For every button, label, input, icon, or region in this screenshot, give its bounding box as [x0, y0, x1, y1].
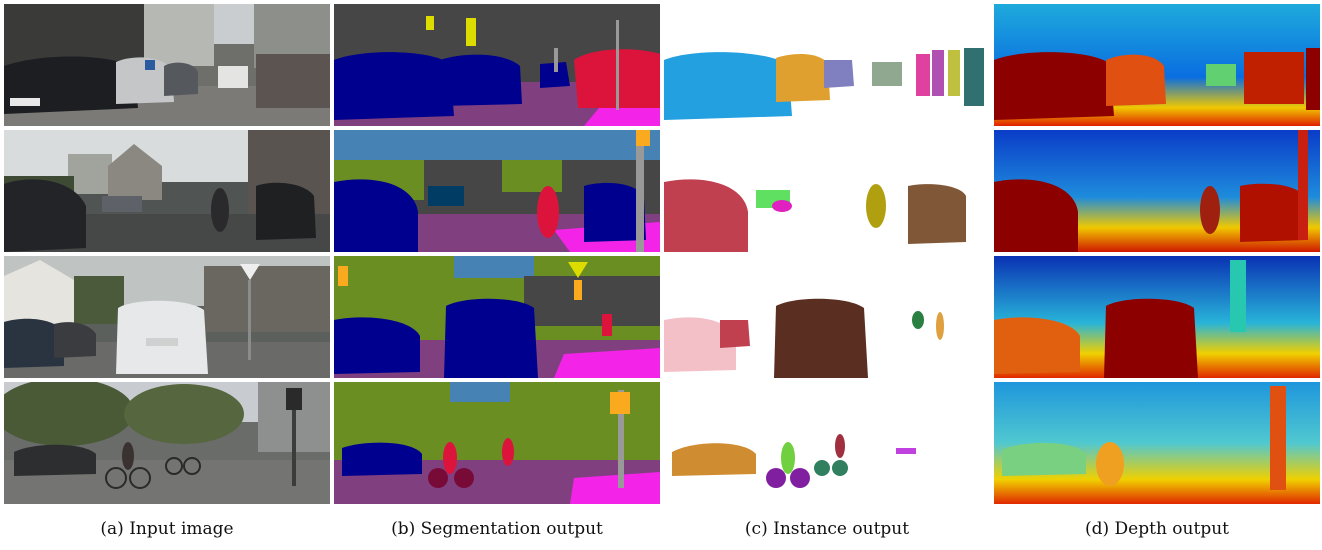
segmentation-column: [334, 0, 660, 510]
instance-map-3: [664, 256, 990, 378]
depth-row-4: [994, 382, 1320, 504]
depth-row-1: [994, 4, 1320, 126]
instance-row-4: [664, 382, 990, 504]
segmentation-map-2: [334, 130, 660, 252]
segmentation-row-4: [334, 382, 660, 504]
depth-map-1: [994, 4, 1320, 126]
segmentation-row-2: [334, 130, 660, 252]
input-image-row-4: [4, 382, 330, 504]
instance-row-3: [664, 256, 990, 378]
caption-segmentation-output: (b) Segmentation output: [391, 519, 603, 539]
street-photo-1: [4, 4, 330, 126]
instance-row-1: [664, 4, 990, 126]
depth-map-3: [994, 256, 1320, 378]
caption-input-image: (a) Input image: [100, 519, 234, 539]
depth-map-4: [994, 382, 1320, 504]
segmentation-map-3: [334, 256, 660, 378]
segmentation-map-4: [334, 382, 660, 504]
street-photo-4: [4, 382, 330, 504]
segmentation-row-1: [334, 4, 660, 126]
input-image-row-1: [4, 4, 330, 126]
depth-row-2: [994, 130, 1320, 252]
segmentation-map-1: [334, 4, 660, 126]
input-image-column: [4, 0, 330, 510]
input-image-row-3: [4, 256, 330, 378]
street-photo-3: [4, 256, 330, 378]
instance-map-4: [664, 382, 990, 504]
input-image-row-2: [4, 130, 330, 252]
instance-map-1: [664, 4, 990, 126]
caption-instance-output: (c) Instance output: [744, 519, 910, 539]
instance-column: [664, 0, 990, 510]
depth-column: [994, 0, 1320, 510]
instance-map-2: [664, 130, 990, 252]
instance-row-2: [664, 130, 990, 252]
caption-depth-output: (d) Depth output: [1085, 519, 1229, 539]
depth-row-3: [994, 256, 1320, 378]
segmentation-row-3: [334, 256, 660, 378]
depth-map-2: [994, 130, 1320, 252]
street-photo-2: [4, 130, 330, 252]
